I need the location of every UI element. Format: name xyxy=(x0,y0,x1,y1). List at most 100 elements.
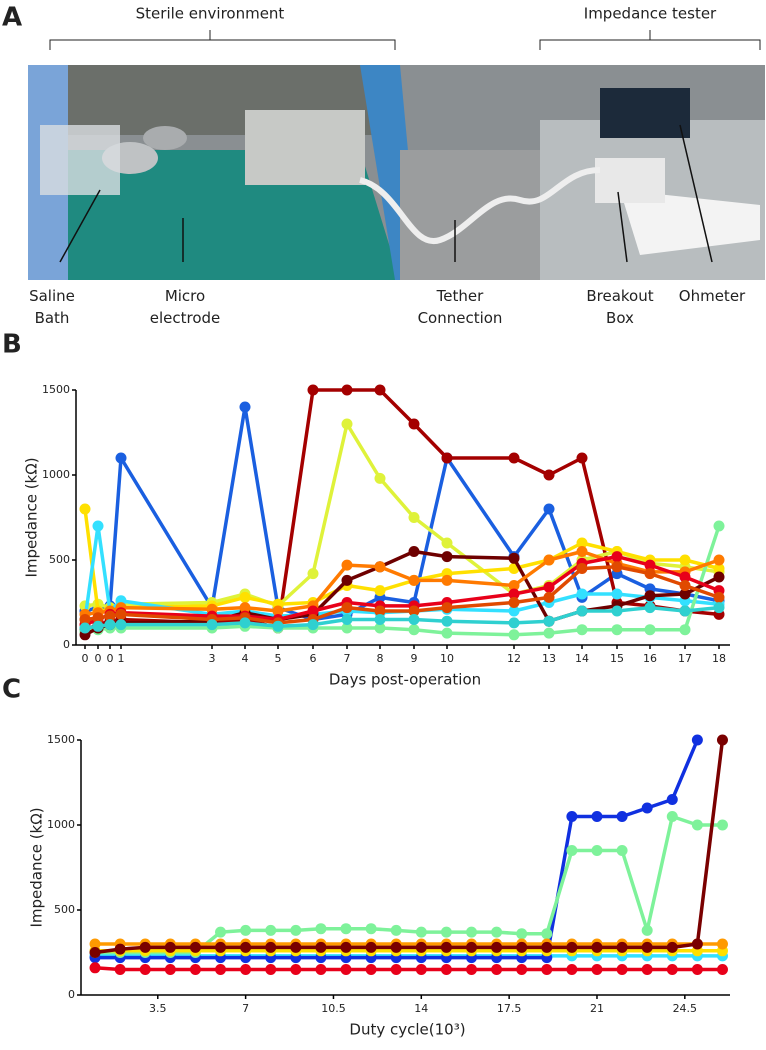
data-point xyxy=(189,941,201,953)
data-point xyxy=(441,551,453,563)
data-point xyxy=(390,924,402,936)
data-point xyxy=(341,418,353,430)
series xyxy=(79,384,725,636)
data-point xyxy=(541,964,553,975)
data-point xyxy=(543,615,555,627)
data-point xyxy=(114,964,126,975)
data-point xyxy=(265,964,277,975)
data-point xyxy=(104,610,116,622)
data-point xyxy=(566,811,578,822)
data-point xyxy=(616,941,628,953)
photo-label: Breakout Box xyxy=(586,287,653,327)
data-point xyxy=(315,941,327,953)
data-point xyxy=(415,964,427,975)
data-point xyxy=(92,520,104,532)
data-point xyxy=(408,614,420,625)
data-point xyxy=(516,941,528,953)
data-point xyxy=(666,941,678,953)
data-point xyxy=(576,588,588,600)
data-point xyxy=(315,964,327,975)
series xyxy=(79,602,725,634)
data-point xyxy=(89,962,101,974)
data-point xyxy=(716,964,728,975)
data-point xyxy=(641,964,653,975)
data-point xyxy=(92,612,104,624)
data-point xyxy=(408,546,420,557)
arrows xyxy=(59,124,713,263)
panel-letter: C xyxy=(2,675,21,705)
data-point xyxy=(666,964,678,975)
data-point xyxy=(508,588,520,600)
data-point xyxy=(374,585,386,597)
data-point xyxy=(374,472,386,484)
data-point xyxy=(240,964,252,975)
x-tick-label: 17.5 xyxy=(497,1002,522,1015)
data-point xyxy=(679,624,691,636)
data-point xyxy=(408,574,420,586)
data-point xyxy=(206,619,218,631)
data-point xyxy=(440,941,452,953)
data-point xyxy=(341,602,353,614)
x-tick-label: 18 xyxy=(712,652,726,665)
data-point xyxy=(239,617,251,629)
bracket-label: Impedance tester xyxy=(584,5,717,23)
data-point xyxy=(114,943,126,955)
data-point xyxy=(576,605,588,617)
data-point xyxy=(89,947,101,958)
data-point xyxy=(641,924,653,936)
data-point xyxy=(713,571,725,583)
photo-label: Tether Connection xyxy=(418,287,503,327)
series xyxy=(89,962,728,975)
data-point xyxy=(543,554,555,566)
data-point xyxy=(441,452,453,464)
data-point xyxy=(139,941,151,953)
data-point xyxy=(115,619,127,631)
data-point xyxy=(440,964,452,975)
x-tick-label: 4 xyxy=(242,652,249,665)
data-point xyxy=(611,551,623,563)
data-point xyxy=(713,554,725,566)
x-tick-label: 3 xyxy=(209,652,216,665)
data-point xyxy=(644,624,656,636)
x-axis-label: Days post-operation xyxy=(329,671,481,689)
data-point xyxy=(390,941,402,953)
data-point xyxy=(215,964,227,975)
series-line xyxy=(84,405,720,622)
data-point xyxy=(441,537,453,549)
data-point xyxy=(415,941,427,953)
data-point xyxy=(104,619,116,631)
data-point xyxy=(115,608,127,620)
y-axis-label: Impedance (kΩ) xyxy=(28,807,46,927)
x-tick-label: 9 xyxy=(411,652,418,665)
y-tick-label: 1000 xyxy=(42,468,70,481)
data-point xyxy=(576,563,588,574)
data-point xyxy=(713,602,725,614)
data-point xyxy=(541,928,553,940)
data-point xyxy=(691,734,703,746)
y-tick-label: 500 xyxy=(49,553,70,566)
data-point xyxy=(508,617,520,629)
data-point xyxy=(374,384,386,396)
data-point xyxy=(240,924,252,936)
series-line xyxy=(94,739,725,955)
data-point xyxy=(408,624,420,636)
data-point xyxy=(415,926,427,938)
data-point xyxy=(713,520,725,532)
data-point xyxy=(666,794,678,805)
data-point xyxy=(644,590,656,602)
data-point xyxy=(215,926,227,938)
data-point xyxy=(240,941,252,953)
data-point xyxy=(644,559,656,571)
data-point xyxy=(307,605,319,617)
y-tick-label: 1500 xyxy=(47,733,75,746)
data-point xyxy=(591,941,603,953)
data-point xyxy=(516,964,528,975)
data-point xyxy=(92,620,104,632)
data-point xyxy=(491,941,503,953)
data-point xyxy=(465,941,477,953)
data-point xyxy=(576,537,588,549)
data-point xyxy=(189,964,201,975)
data-point xyxy=(341,559,353,571)
data-point xyxy=(340,941,352,953)
data-point xyxy=(716,938,728,950)
